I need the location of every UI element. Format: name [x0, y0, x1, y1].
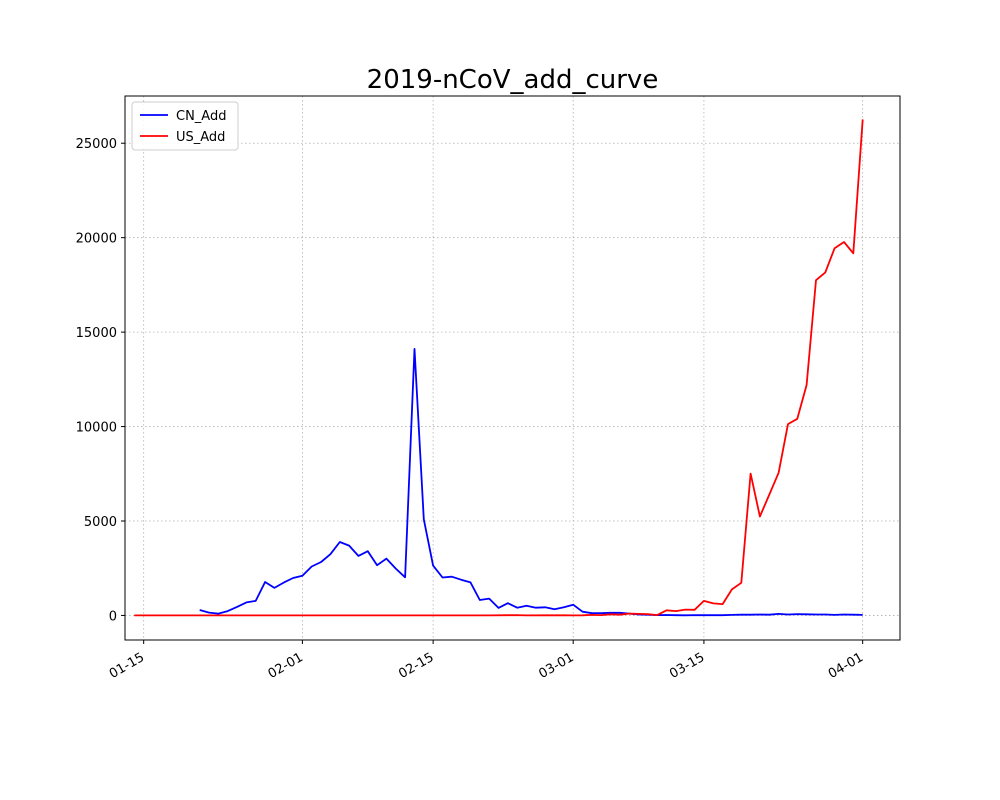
legend-label: CN_Add — [176, 109, 226, 124]
grid — [125, 96, 900, 640]
y-tick-label: 25000 — [76, 137, 117, 152]
series-line-cn-add — [199, 347, 863, 617]
legend-label: US_Add — [176, 130, 225, 145]
y-tick-label: 0 — [109, 609, 117, 624]
legend-box — [131, 101, 239, 151]
series-line-us-add — [134, 119, 864, 617]
y-tick-label: 10000 — [76, 421, 117, 436]
y-tick-label: 15000 — [76, 326, 117, 341]
y-axis: 0 5000 10000 15000 20000 25000 — [76, 137, 125, 624]
series-layer — [134, 119, 864, 617]
chart-title: 2019-nCoV_add_curve — [367, 65, 659, 95]
y-tick-label: 5000 — [84, 515, 117, 530]
y-tick-label: 20000 — [76, 232, 117, 247]
legend: CN_Add US_Add — [131, 101, 239, 151]
plot-area — [124, 95, 901, 641]
